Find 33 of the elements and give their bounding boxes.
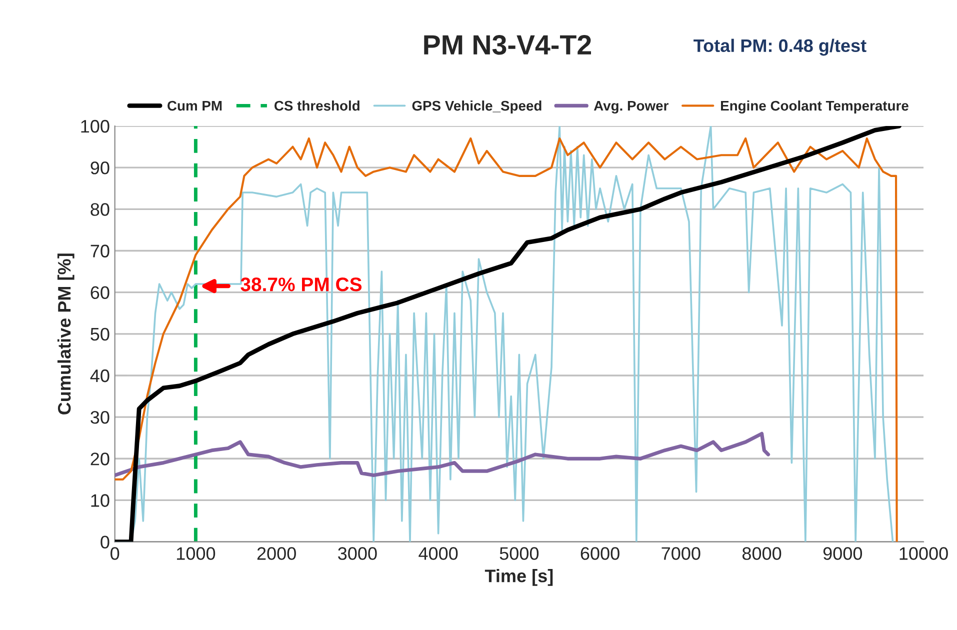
x-tick-label: 4000 [418, 547, 458, 560]
legend-label: CS threshold [274, 100, 360, 111]
y-tick-label: 70 [90, 244, 110, 258]
legend-label: Cum PM [168, 100, 222, 111]
x-tick-label: 5000 [500, 547, 539, 560]
x-tick-label: 0 [110, 547, 120, 560]
line-series [114, 432, 770, 478]
x-axis-title: Time [s] [484, 569, 553, 586]
y-tick-label: 50 [90, 328, 110, 341]
chart-title: PM N3-V4-T2 [424, 35, 591, 55]
y-tick-label: 60 [90, 286, 110, 300]
x-tick-label: 3000 [338, 547, 377, 560]
y-tick-label: 0 [100, 536, 110, 549]
x-tick-label: 8000 [742, 547, 782, 560]
x-tick-label: 6000 [580, 547, 620, 560]
annotation: 38.7% PM CS [240, 278, 362, 292]
legend-label: Engine Coolant Temperature [721, 100, 908, 114]
x-tick-label: 7000 [662, 547, 700, 560]
y-tick-label: 30 [90, 410, 110, 424]
y-tick-label: 100 [81, 120, 110, 133]
y-tick-label: 10 [91, 494, 110, 507]
text: Total PM: 0.48 g/test [694, 38, 866, 56]
y-tick-label: 80 [90, 203, 110, 216]
x-tick-label: 9000 [823, 547, 862, 560]
x-tick-label: 10000 [900, 547, 948, 560]
y-tick-label: 90 [90, 162, 110, 174]
y-tick-label: 40 [90, 369, 110, 382]
y-tick-label: 20 [90, 452, 110, 466]
x-tick-label: 2000 [257, 547, 296, 560]
y-axis-title: Cumulative PM [%] [57, 254, 74, 414]
legend-label: GPS Vehicle_Speed [412, 100, 542, 114]
legend-label: Avg. Power [594, 101, 668, 114]
x-tick-label: 1000 [177, 547, 216, 560]
